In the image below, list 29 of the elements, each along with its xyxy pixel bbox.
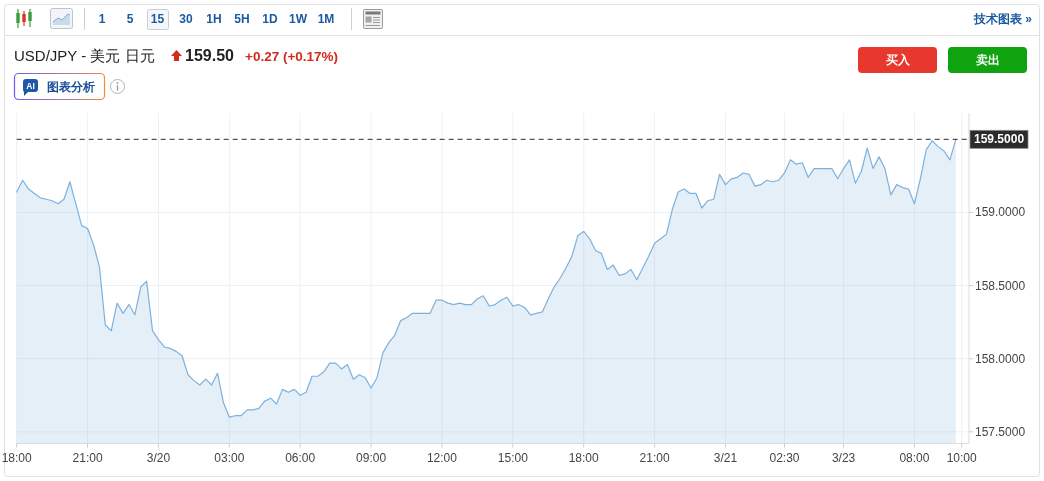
x-tick-label: 08:00 bbox=[899, 451, 930, 465]
ref-line-label: 159.5000 bbox=[974, 132, 1025, 147]
x-tick-label: 3/20 bbox=[146, 451, 171, 465]
text: 买入 bbox=[885, 53, 911, 67]
x-tick-label: 10:00 bbox=[946, 451, 978, 465]
x-tick-label: 02:30 bbox=[769, 451, 800, 465]
y-tick-label: 158.5000 bbox=[975, 278, 1026, 293]
text: AI bbox=[26, 80, 35, 91]
x-tick-label: 06:00 bbox=[285, 451, 316, 465]
y-tick-label: 158.0000 bbox=[975, 351, 1026, 366]
x-tick-label: 3/21 bbox=[713, 451, 738, 465]
text: 159.50 bbox=[185, 47, 235, 64]
x-tick-label: 09:00 bbox=[356, 451, 387, 465]
x-tick-label: 15:00 bbox=[497, 451, 529, 465]
x-tick-label: 21:00 bbox=[72, 451, 103, 465]
x-tick-label: 12:00 bbox=[426, 451, 458, 465]
text: 图表分析 bbox=[47, 79, 95, 94]
chart-title: USD/JPY - 美元 日元 bbox=[14, 47, 155, 64]
x-tick-label: 18:00 bbox=[1, 451, 33, 465]
text: 卖出 bbox=[975, 53, 1000, 67]
x-tick-label: 21:00 bbox=[639, 451, 670, 465]
x-tick-label: 03:00 bbox=[214, 451, 245, 465]
x-tick-label: 18:00 bbox=[568, 451, 600, 465]
text: 技术图表 » bbox=[972, 12, 1033, 26]
y-tick-label: 157.5000 bbox=[975, 424, 1026, 439]
x-tick-label: 3/23 bbox=[831, 451, 856, 465]
text: 1 5 15 30 1H 5H 1D 1W 1M bbox=[98, 12, 335, 26]
text: +0.27 (+0.17%) bbox=[245, 49, 339, 64]
y-tick-label: 159.0000 bbox=[975, 205, 1026, 220]
